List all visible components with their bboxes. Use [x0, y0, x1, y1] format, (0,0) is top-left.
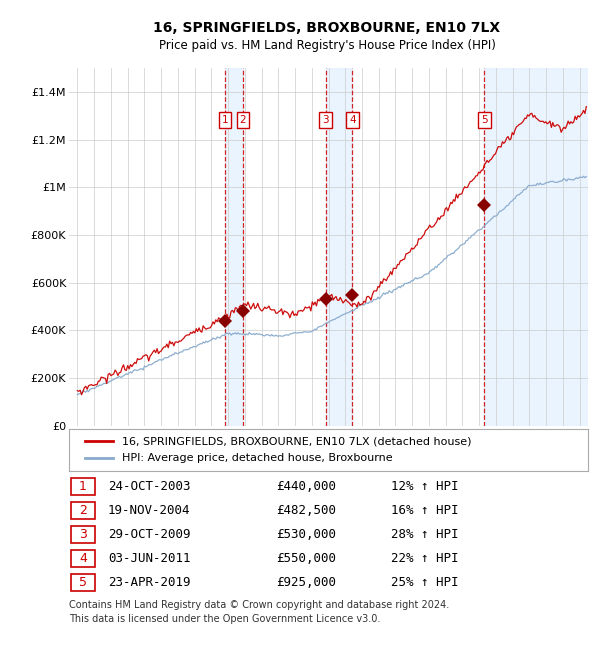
FancyBboxPatch shape [71, 526, 95, 543]
Text: Contains HM Land Registry data © Crown copyright and database right 2024.
This d: Contains HM Land Registry data © Crown c… [69, 601, 449, 624]
Text: 03-JUN-2011: 03-JUN-2011 [108, 552, 190, 566]
Text: 1: 1 [79, 480, 87, 493]
Bar [484, 68, 588, 426]
Text: 4: 4 [79, 552, 87, 566]
Text: 19-NOV-2004: 19-NOV-2004 [108, 504, 190, 517]
Text: 29-OCT-2009: 29-OCT-2009 [108, 528, 190, 541]
Text: £925,000: £925,000 [277, 576, 337, 589]
Text: 16, SPRINGFIELDS, BROXBOURNE, EN10 7LX: 16, SPRINGFIELDS, BROXBOURNE, EN10 7LX [154, 21, 500, 35]
Text: 5: 5 [79, 576, 87, 589]
Text: 25% ↑ HPI: 25% ↑ HPI [391, 576, 458, 589]
Legend: 16, SPRINGFIELDS, BROXBOURNE, EN10 7LX (detached house), HPI: Average price, det: 16, SPRINGFIELDS, BROXBOURNE, EN10 7LX (… [80, 431, 477, 469]
Text: 3: 3 [322, 115, 329, 125]
FancyBboxPatch shape [71, 575, 95, 591]
Bar [225, 68, 243, 426]
Text: 3: 3 [79, 528, 87, 541]
FancyBboxPatch shape [71, 551, 95, 567]
Text: 4: 4 [349, 115, 356, 125]
Text: 1: 1 [222, 115, 229, 125]
Text: 22% ↑ HPI: 22% ↑ HPI [391, 552, 458, 566]
FancyBboxPatch shape [71, 502, 95, 519]
Text: 24-OCT-2003: 24-OCT-2003 [108, 480, 190, 493]
Text: £440,000: £440,000 [277, 480, 337, 493]
Text: 2: 2 [239, 115, 246, 125]
FancyBboxPatch shape [71, 478, 95, 495]
Text: £550,000: £550,000 [277, 552, 337, 566]
Text: 5: 5 [481, 115, 488, 125]
Text: 28% ↑ HPI: 28% ↑ HPI [391, 528, 458, 541]
Text: £530,000: £530,000 [277, 528, 337, 541]
Text: 12% ↑ HPI: 12% ↑ HPI [391, 480, 458, 493]
Text: 16% ↑ HPI: 16% ↑ HPI [391, 504, 458, 517]
Text: £482,500: £482,500 [277, 504, 337, 517]
Text: 2: 2 [79, 504, 87, 517]
Bar [326, 68, 352, 426]
Text: 23-APR-2019: 23-APR-2019 [108, 576, 190, 589]
Text: Price paid vs. HM Land Registry's House Price Index (HPI): Price paid vs. HM Land Registry's House … [158, 39, 496, 52]
